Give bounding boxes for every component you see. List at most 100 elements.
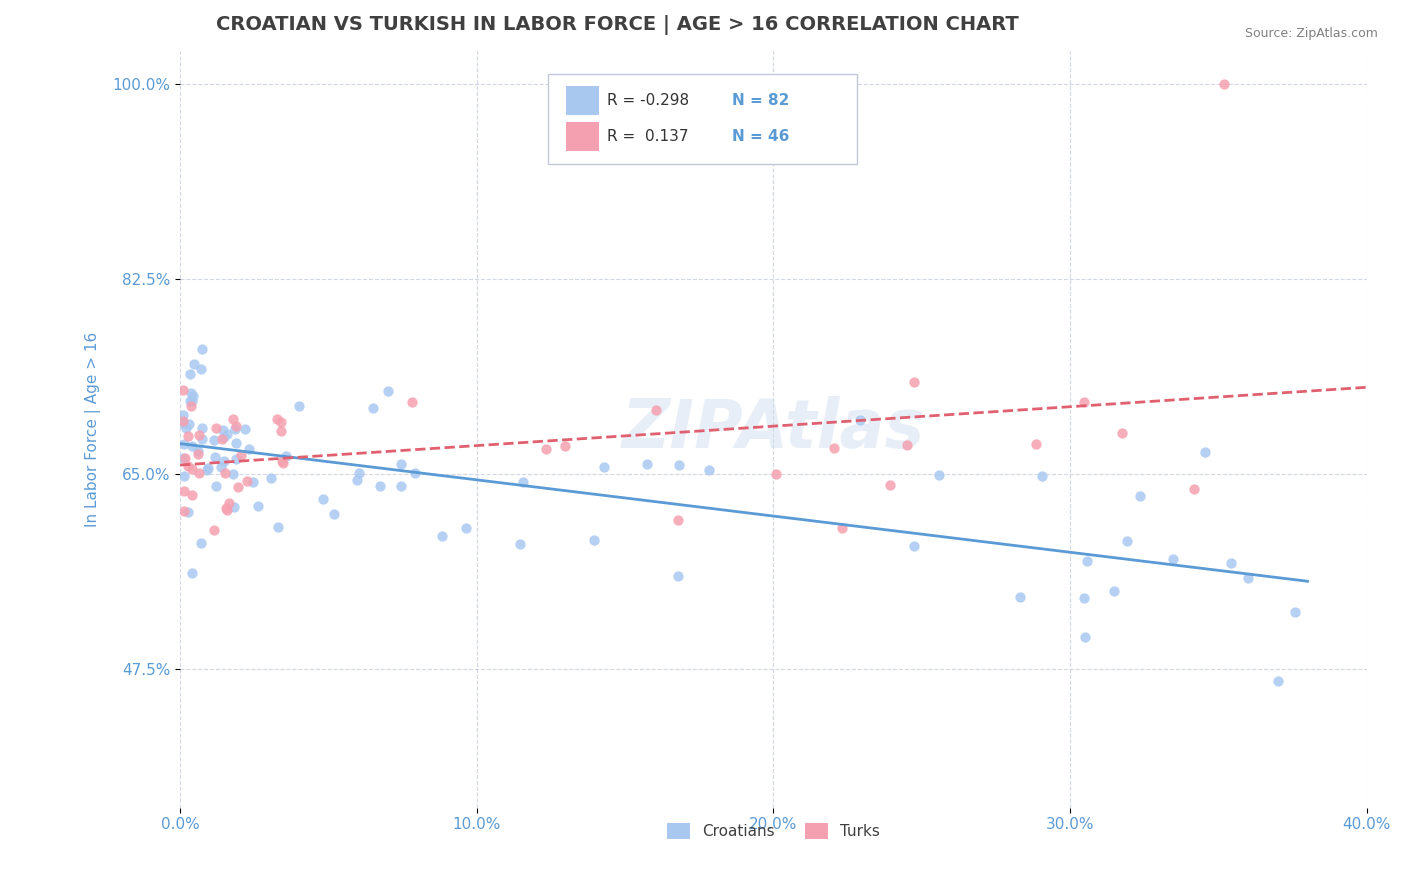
- Point: [177, 429, 200, 443]
- Point: [666, 569, 689, 583]
- Point: [231, 448, 253, 462]
- Point: [391, 458, 413, 472]
- Point: [1213, 77, 1236, 91]
- Text: ZIPAtlas: ZIPAtlas: [621, 396, 925, 462]
- Point: [174, 450, 197, 465]
- Point: [214, 454, 236, 468]
- Text: Source: ZipAtlas.com: Source: ZipAtlas.com: [1244, 27, 1378, 40]
- Point: [644, 403, 666, 417]
- Point: [267, 519, 290, 533]
- Point: [187, 443, 209, 458]
- Point: [1073, 630, 1095, 644]
- Point: [903, 376, 925, 390]
- Point: [404, 466, 426, 480]
- Point: [512, 475, 534, 489]
- Point: [211, 432, 233, 446]
- Point: [173, 504, 195, 518]
- Point: [205, 478, 228, 492]
- Point: [212, 430, 235, 444]
- Point: [238, 442, 260, 457]
- Point: [181, 439, 204, 453]
- Point: [823, 442, 845, 456]
- Point: [1031, 469, 1053, 483]
- Text: N = 46: N = 46: [733, 128, 789, 144]
- Point: [1284, 605, 1306, 619]
- Point: [177, 417, 200, 431]
- Point: [1237, 571, 1260, 585]
- Point: [1163, 552, 1185, 566]
- Point: [172, 414, 194, 428]
- Point: [1073, 591, 1095, 606]
- Point: [224, 422, 246, 436]
- Point: [456, 521, 478, 535]
- Point: [222, 467, 245, 481]
- Point: [1184, 482, 1206, 496]
- Text: R =  0.137: R = 0.137: [607, 128, 689, 144]
- Point: [190, 362, 212, 376]
- Point: [183, 389, 205, 403]
- Point: [195, 463, 218, 477]
- Point: [181, 462, 204, 476]
- Point: [233, 422, 256, 436]
- Point: [668, 458, 690, 473]
- Point: [534, 442, 557, 457]
- Point: [172, 408, 194, 422]
- Point: [831, 521, 853, 535]
- Point: [217, 502, 239, 516]
- Point: [583, 533, 606, 548]
- Point: [1194, 444, 1216, 458]
- Point: [1073, 395, 1095, 409]
- Point: [221, 412, 243, 426]
- Point: [879, 478, 901, 492]
- Point: [765, 467, 787, 482]
- Point: [346, 473, 368, 487]
- Point: [553, 439, 575, 453]
- Point: [188, 427, 211, 442]
- Point: [377, 384, 399, 398]
- FancyBboxPatch shape: [565, 87, 599, 115]
- Point: [666, 513, 689, 527]
- Text: CROATIAN VS TURKISH IN LABOR FORCE | AGE > 16 CORRELATION CHART: CROATIAN VS TURKISH IN LABOR FORCE | AGE…: [215, 15, 1018, 35]
- Point: [187, 447, 209, 461]
- Point: [1111, 425, 1133, 440]
- Point: [361, 401, 384, 416]
- Point: [214, 466, 236, 480]
- Point: [172, 450, 194, 465]
- Point: [389, 478, 412, 492]
- FancyBboxPatch shape: [548, 73, 856, 164]
- Point: [270, 415, 292, 429]
- Point: [173, 437, 195, 451]
- Point: [181, 566, 204, 581]
- Point: [173, 483, 195, 498]
- Text: R = -0.298: R = -0.298: [607, 93, 689, 108]
- Point: [242, 475, 264, 490]
- Point: [260, 470, 283, 484]
- Point: [187, 467, 209, 481]
- Point: [430, 529, 453, 543]
- Point: [1010, 590, 1032, 604]
- Y-axis label: In Labor Force | Age > 16: In Labor Force | Age > 16: [86, 332, 101, 527]
- Point: [271, 454, 294, 468]
- Point: [1115, 534, 1137, 549]
- Point: [190, 432, 212, 446]
- Point: [172, 416, 194, 430]
- Point: [179, 367, 201, 381]
- Point: [181, 393, 204, 408]
- Point: [181, 488, 204, 502]
- Point: [236, 475, 259, 489]
- Point: [311, 492, 333, 507]
- Point: [197, 461, 219, 475]
- Point: [204, 450, 226, 464]
- Point: [190, 535, 212, 549]
- Point: [1129, 489, 1152, 503]
- Point: [226, 480, 249, 494]
- Point: [177, 458, 200, 473]
- Point: [202, 523, 225, 537]
- Point: [212, 423, 235, 437]
- Point: [1267, 673, 1289, 688]
- Point: [180, 400, 202, 414]
- Point: [276, 449, 298, 463]
- Point: [903, 540, 925, 554]
- Point: [1025, 437, 1047, 451]
- Point: [1102, 584, 1125, 599]
